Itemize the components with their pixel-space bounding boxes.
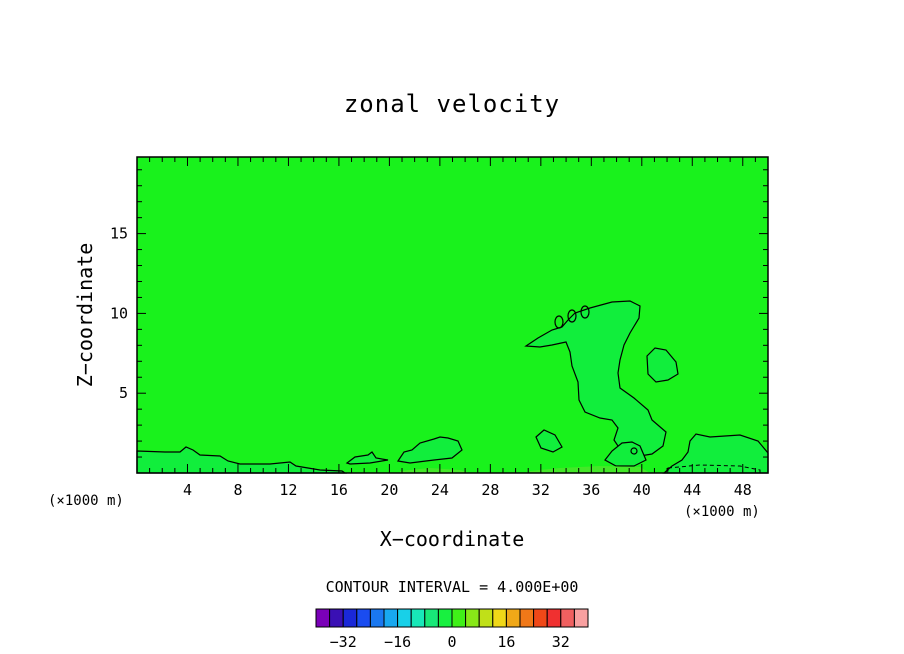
contour-regions: [136, 300, 769, 474]
contour-loop: [630, 447, 638, 455]
colorbar-tick-label: −16: [384, 633, 411, 651]
colorbar-swatch: [383, 608, 399, 628]
colorbar-swatch: [519, 608, 535, 628]
contour-region: [535, 429, 563, 453]
x-unit-left: (×1000 m): [48, 493, 124, 509]
contour-region: [345, 451, 389, 465]
colorbar-swatch: [465, 608, 480, 628]
colorbar-swatch: [356, 608, 371, 628]
x-tick-label: 44: [683, 481, 701, 499]
contour-region: [646, 347, 679, 383]
contour-loop: [567, 309, 577, 323]
x-unit-right: (×1000 m): [684, 504, 760, 520]
colorbar-swatch: [437, 608, 453, 628]
axis-ticks: [137, 157, 768, 473]
chart-title: zonal velocity: [344, 90, 560, 118]
colorbar-swatch: [560, 608, 575, 628]
field-background: [137, 157, 768, 473]
colorbar-swatch: [369, 608, 385, 628]
contour-region: [396, 436, 463, 464]
contour-loop: [554, 315, 564, 329]
colorbar-swatch: [424, 608, 439, 628]
colorbar-swatch: [505, 608, 521, 628]
colorbar-tick-label: −32: [330, 633, 357, 651]
colorbar-swatch: [533, 608, 548, 628]
colorbar-labels: −32 −16 0 16 32: [330, 633, 570, 651]
colorbar-swatch: [573, 608, 589, 628]
colorbar-swatch: [329, 608, 344, 628]
x-tick-label: 8: [233, 481, 242, 499]
x-tick-label: 20: [380, 481, 398, 499]
colorbar-swatch: [478, 608, 494, 628]
colorbar: [315, 608, 589, 628]
x-tick-label: 40: [633, 481, 651, 499]
x-tick-labels: 4 8 12 16 20 24 28 32 36 40 44 48: [183, 481, 752, 499]
contour-loop: [580, 305, 590, 319]
colorbar-swatch: [451, 608, 467, 628]
x-tick-label: 24: [431, 481, 449, 499]
x-tick-label: 48: [734, 481, 752, 499]
x-tick-label: 36: [582, 481, 600, 499]
colorbar-swatch: [342, 608, 358, 628]
contour-region: [136, 446, 347, 474]
colorbar-swatch: [315, 608, 331, 628]
colorbar-swatch: [410, 608, 426, 628]
x-tick-label: 12: [279, 481, 297, 499]
y-tick-labels: 5 10 15: [110, 225, 128, 403]
contour-interval: CONTOUR INTERVAL = 4.000E+00: [326, 578, 579, 596]
surface-band: [530, 466, 650, 473]
colorbar-swatch: [492, 608, 507, 628]
plot-area: [136, 156, 769, 474]
y-tick-label: 5: [119, 384, 128, 402]
y-tick-label: 10: [110, 304, 128, 322]
colorbar-tick-label: 0: [447, 633, 456, 651]
y-axis-title: Z−coordinate: [73, 243, 97, 388]
colorbar-tick-label: 32: [552, 633, 570, 651]
negative-contour: [667, 464, 761, 474]
x-tick-label: 4: [183, 481, 192, 499]
colorbar-tick-label: 16: [497, 633, 515, 651]
colorbar-swatch: [397, 608, 412, 628]
colorbar-swatch: [546, 608, 562, 628]
x-tick-label: 32: [532, 481, 550, 499]
x-tick-label: 28: [481, 481, 499, 499]
x-tick-label: 16: [330, 481, 348, 499]
x-axis-title: X−coordinate: [380, 527, 525, 551]
contour-region: [524, 300, 667, 457]
y-tick-label: 15: [110, 225, 128, 243]
